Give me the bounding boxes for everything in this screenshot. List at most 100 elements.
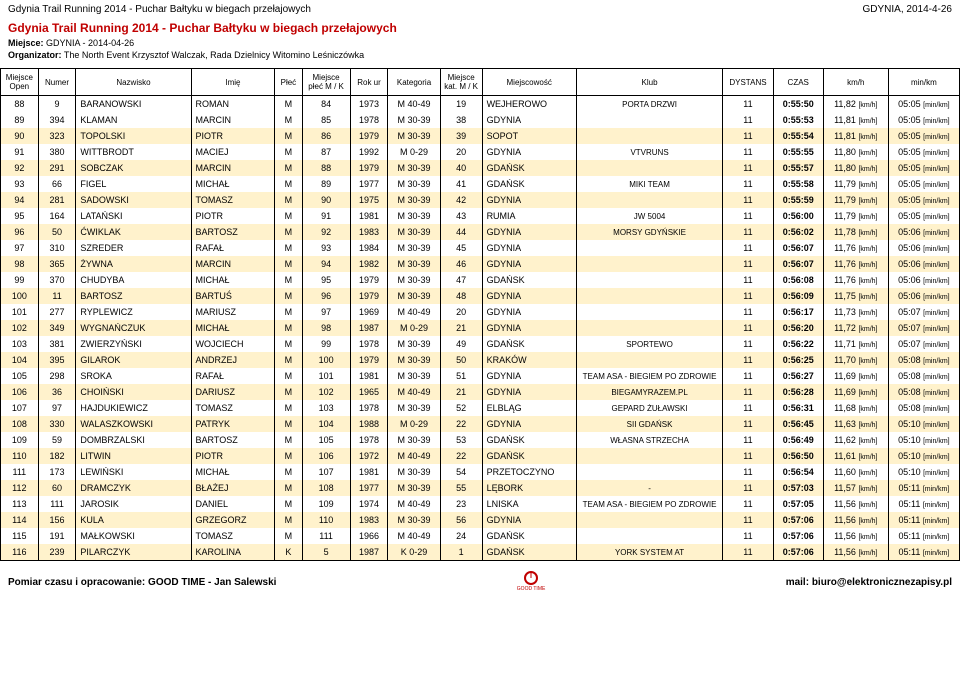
cell-mkat: 40 [440, 160, 482, 176]
cell-mplec: 92 [302, 224, 350, 240]
cell-mplec: 103 [302, 400, 350, 416]
col-header: Numer [38, 69, 76, 96]
cell-numer: 370 [38, 272, 76, 288]
cell-imie: RAFAŁ [191, 240, 275, 256]
cell-mplec: 86 [302, 128, 350, 144]
cell-mkat: 19 [440, 96, 482, 113]
table-row: 95164LATAŃSKIPIOTRM911981M 30-3943RUMIAJ… [1, 208, 960, 224]
cell-dyst: 11 [723, 160, 773, 176]
cell-kat: M 30-39 [388, 512, 440, 528]
cell-rok: 1978 [350, 432, 388, 448]
col-header: DYSTANS [723, 69, 773, 96]
cell-imie: DANIEL [191, 496, 275, 512]
cell-kmh: 11,68 [km/h] [823, 400, 888, 416]
cell-czas: 0:55:59 [773, 192, 823, 208]
cell-imie: TOMASZ [191, 192, 275, 208]
cell-kmh: 11,76 [km/h] [823, 256, 888, 272]
cell-numer: 156 [38, 512, 76, 528]
cell-dyst: 11 [723, 464, 773, 480]
cell-kmh: 11,63 [km/h] [823, 416, 888, 432]
cell-czas: 0:55:50 [773, 96, 823, 113]
cell-rok: 1972 [350, 448, 388, 464]
cell-nazw: SOBCZAK [76, 160, 191, 176]
cell-nazw: MAŁKOWSKI [76, 528, 191, 544]
cell-mplec: 87 [302, 144, 350, 160]
cell-plec: M [275, 192, 302, 208]
cell-rok: 1979 [350, 272, 388, 288]
cell-czas: 0:56:00 [773, 208, 823, 224]
cell-mplec: 94 [302, 256, 350, 272]
cell-rok: 1979 [350, 160, 388, 176]
cell-minkm: 05:05 [min/km] [888, 192, 959, 208]
cell-imie: GRZEGORZ [191, 512, 275, 528]
table-row: 889BARANOWSKIROMANM841973M 40-4919WEJHER… [1, 96, 960, 113]
cell-imie: MARCIN [191, 160, 275, 176]
cell-kmh: 11,79 [km/h] [823, 176, 888, 192]
cell-minkm: 05:07 [min/km] [888, 320, 959, 336]
table-row: 97310SZREDERRAFAŁM931984M 30-3945GDYNIA1… [1, 240, 960, 256]
cell-rok: 1992 [350, 144, 388, 160]
cell-minkm: 05:08 [min/km] [888, 400, 959, 416]
cell-mkat: 52 [440, 400, 482, 416]
cell-czas: 0:57:05 [773, 496, 823, 512]
cell-mkat: 43 [440, 208, 482, 224]
cell-mkat: 50 [440, 352, 482, 368]
cell-miejscow: GDYNIA [482, 240, 576, 256]
cell-plec: M [275, 368, 302, 384]
cell-miejscow: GDAŃSK [482, 176, 576, 192]
cell-imie: DARIUSZ [191, 384, 275, 400]
cell-open: 115 [1, 528, 39, 544]
cell-dyst: 11 [723, 480, 773, 496]
cell-mplec: 84 [302, 96, 350, 113]
cell-mplec: 90 [302, 192, 350, 208]
cell-nazw: BARANOWSKI [76, 96, 191, 113]
cell-dyst: 11 [723, 304, 773, 320]
cell-plec: M [275, 112, 302, 128]
cell-mplec: 109 [302, 496, 350, 512]
cell-plec: M [275, 464, 302, 480]
cell-kat: M 30-39 [388, 160, 440, 176]
table-row: 9650ĆWIKLAKBARTOSZM921983M 30-3944GDYNIA… [1, 224, 960, 240]
cell-miejscow: GDAŃSK [482, 432, 576, 448]
cell-mplec: 101 [302, 368, 350, 384]
results-table: Miejsce OpenNumerNazwiskoImięPłećMiejsce… [0, 68, 960, 561]
cell-dyst: 11 [723, 512, 773, 528]
cell-miejscow: GDYNIA [482, 368, 576, 384]
cell-open: 94 [1, 192, 39, 208]
cell-plec: M [275, 208, 302, 224]
cell-numer: 60 [38, 480, 76, 496]
cell-mkat: 56 [440, 512, 482, 528]
table-row: 104395GILAROKANDRZEJM1001979M 30-3950KRA… [1, 352, 960, 368]
cell-klub: TEAM ASA - BIEGIEM PO ZDROWIE [576, 368, 723, 384]
cell-mkat: 21 [440, 384, 482, 400]
cell-imie: PIOTR [191, 208, 275, 224]
cell-minkm: 05:11 [min/km] [888, 544, 959, 561]
cell-kat: M 30-39 [388, 128, 440, 144]
col-header: Imię [191, 69, 275, 96]
cell-mplec: 106 [302, 448, 350, 464]
cell-plec: M [275, 272, 302, 288]
cell-kmh: 11,61 [km/h] [823, 448, 888, 464]
cell-imie: MARIUSZ [191, 304, 275, 320]
cell-miejscow: GDYNIA [482, 512, 576, 528]
cell-open: 93 [1, 176, 39, 192]
cell-open: 101 [1, 304, 39, 320]
cell-nazw: WYGNAŃCZUK [76, 320, 191, 336]
cell-dyst: 11 [723, 496, 773, 512]
cell-klub [576, 128, 723, 144]
cell-imie: MICHAŁ [191, 176, 275, 192]
cell-mkat: 21 [440, 320, 482, 336]
cell-mkat: 38 [440, 112, 482, 128]
cell-kat: M 30-39 [388, 352, 440, 368]
cell-imie: BARTOSZ [191, 432, 275, 448]
cell-rok: 1965 [350, 384, 388, 400]
table-row: 102349WYGNAŃCZUKMICHAŁM981987M 0-2921GDY… [1, 320, 960, 336]
cell-numer: 310 [38, 240, 76, 256]
cell-plec: M [275, 304, 302, 320]
cell-miejscow: GDYNIA [482, 256, 576, 272]
cell-czas: 0:56:22 [773, 336, 823, 352]
cell-klub: SPORTEWO [576, 336, 723, 352]
cell-kat: M 0-29 [388, 144, 440, 160]
cell-plec: M [275, 400, 302, 416]
cell-miejscow: GDYNIA [482, 416, 576, 432]
